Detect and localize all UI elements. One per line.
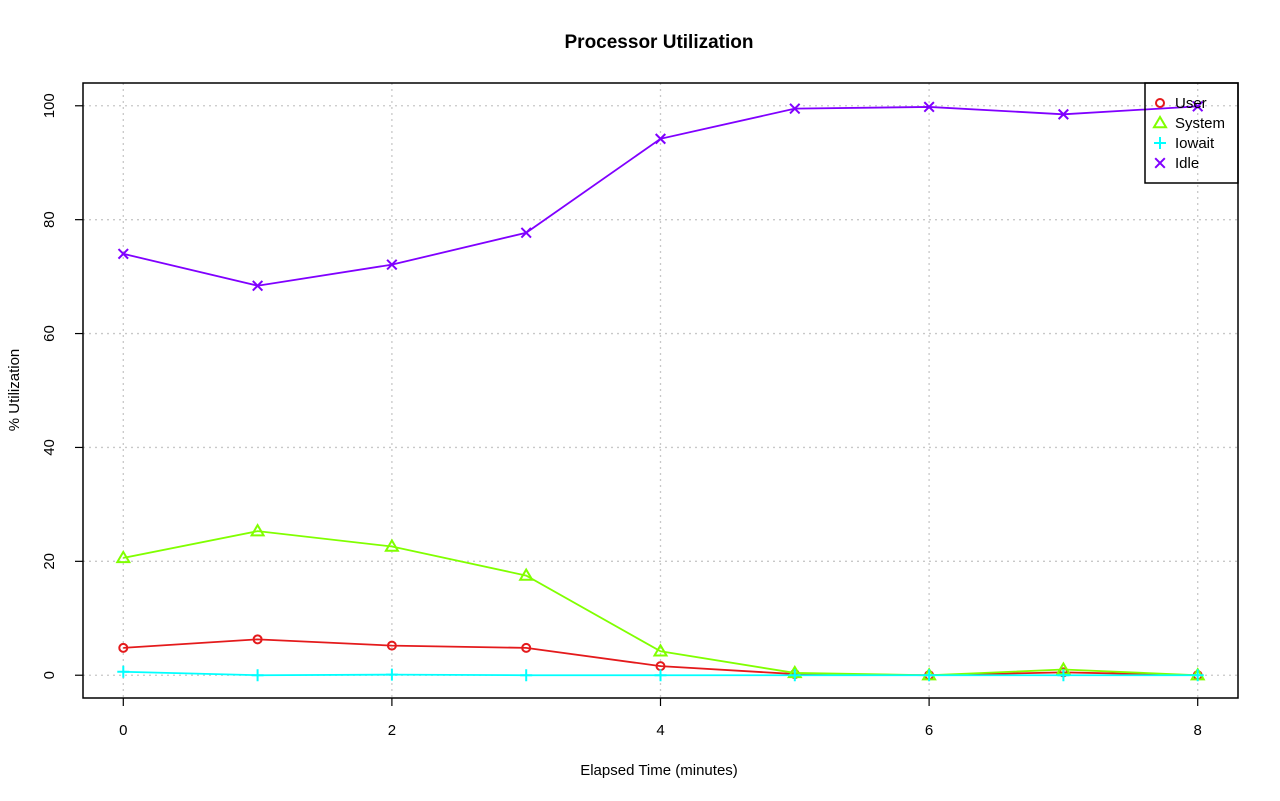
y-tick-label: 60 — [41, 325, 58, 342]
y-axis-label: % Utilization — [6, 349, 23, 432]
data-point-user — [252, 634, 263, 645]
legend-marker-iowait — [1154, 137, 1166, 149]
x-tick-label: 6 — [925, 722, 933, 739]
y-axis: 0 20 40 60 80 100 — [41, 93, 83, 679]
legend-label-iowait: Iowait — [1175, 135, 1215, 152]
data-point-idle — [117, 248, 129, 260]
data-point-idle — [789, 103, 801, 115]
series-group — [115, 100, 1206, 682]
data-point-iowait — [654, 669, 667, 682]
data-point-idle — [1192, 100, 1204, 112]
legend-box — [1144, 82, 1239, 184]
data-point-system — [249, 523, 266, 537]
y-tick-label: 100 — [41, 93, 58, 118]
data-point-iowait — [1191, 669, 1204, 682]
legend: User System Iowait Idle — [1144, 82, 1239, 184]
data-point-iowait — [788, 669, 801, 682]
data-point-iowait — [117, 665, 130, 678]
series-iowait — [117, 665, 1204, 682]
y-tick-label: 20 — [41, 553, 58, 570]
y-tick-label: 80 — [41, 211, 58, 228]
data-point-idle — [252, 280, 264, 292]
y-tick-label: 40 — [41, 439, 58, 456]
series-idle — [117, 100, 1204, 292]
x-axis: 0 2 4 6 8 — [119, 698, 1202, 739]
data-point-idle — [520, 227, 532, 239]
data-point-idle — [654, 133, 667, 145]
series-system — [115, 523, 1206, 681]
legend-marker-idle — [1154, 157, 1166, 169]
data-point-idle — [923, 101, 935, 113]
x-tick-label: 8 — [1194, 722, 1202, 739]
data-point-iowait — [923, 669, 936, 682]
data-point-iowait — [251, 669, 264, 682]
x-axis-label: Elapsed Time (minutes) — [580, 762, 738, 779]
data-point-user — [118, 642, 129, 653]
chart-title: Processor Utilization — [565, 32, 754, 53]
x-tick-label: 2 — [388, 722, 396, 739]
x-tick-label: 0 — [119, 722, 127, 739]
x-tick-label: 4 — [656, 722, 664, 739]
data-point-idle — [386, 259, 398, 271]
legend-marker-user — [1155, 98, 1165, 108]
data-point-system — [384, 538, 400, 552]
grid — [83, 83, 1238, 698]
data-point-idle — [1057, 108, 1069, 120]
series-line-system — [123, 530, 1198, 677]
data-point-iowait — [1057, 669, 1070, 682]
legend-marker-system — [1152, 115, 1168, 129]
y-tick-label: 0 — [41, 671, 58, 679]
data-point-system — [652, 643, 669, 657]
data-point-iowait — [385, 668, 398, 681]
data-point-iowait — [520, 669, 533, 682]
legend-label-system: System — [1175, 115, 1225, 132]
data-point-user — [386, 640, 397, 651]
data-point-system — [518, 567, 534, 581]
data-point-user — [521, 642, 532, 653]
legend-label-user: User — [1175, 95, 1207, 112]
legend-label-idle: Idle — [1175, 155, 1199, 172]
data-point-system — [115, 549, 132, 564]
series-line-user — [123, 638, 1198, 677]
